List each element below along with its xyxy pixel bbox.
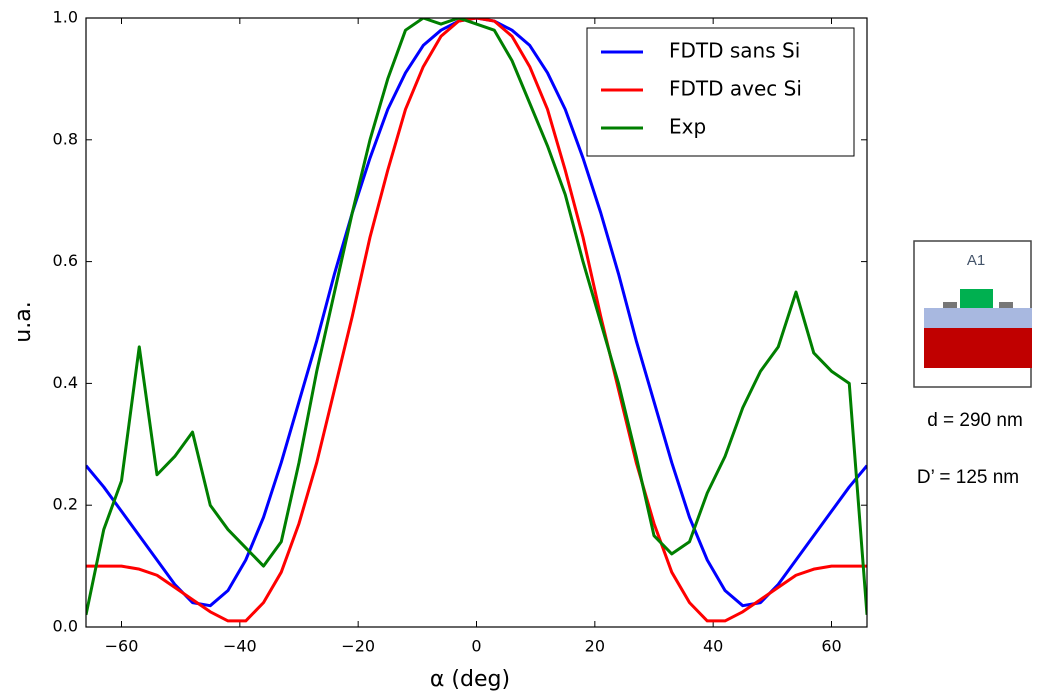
x-tick-label: −20 [341, 637, 375, 656]
inset-label: A1 [967, 252, 985, 269]
legend-label: Exp [669, 115, 706, 139]
plot-frame [85, 17, 868, 628]
x-tick-label: 0 [471, 637, 481, 656]
legend-label: FDTD avec Si [669, 77, 802, 101]
legend-box [586, 27, 855, 157]
y-tick-label: 0.2 [53, 495, 78, 514]
y-tick-label: 1.0 [53, 8, 78, 27]
annotation: d = 290 nm [927, 410, 1023, 431]
series-line [86, 18, 867, 608]
x-tick-label: 60 [821, 637, 841, 656]
y-tick-label: 0.0 [53, 617, 78, 636]
legend-label: FDTD sans Si [669, 39, 800, 63]
x-tick-label: 40 [703, 637, 723, 656]
y-tick-label: 0.4 [53, 373, 78, 392]
annotation: D’ = 125 nm [917, 467, 1019, 488]
series-line [86, 18, 867, 623]
series-line [86, 18, 867, 616]
x-tick-label: 20 [585, 637, 605, 656]
y-tick-label: 0.6 [53, 251, 78, 270]
x-axis-label: α (deg) [430, 667, 510, 692]
x-tick-label: −40 [223, 637, 257, 656]
x-tick-label: −60 [105, 637, 139, 656]
y-tick-label: 0.8 [53, 129, 78, 148]
y-axis-label: u.a. [11, 301, 36, 342]
inset [913, 240, 1032, 388]
